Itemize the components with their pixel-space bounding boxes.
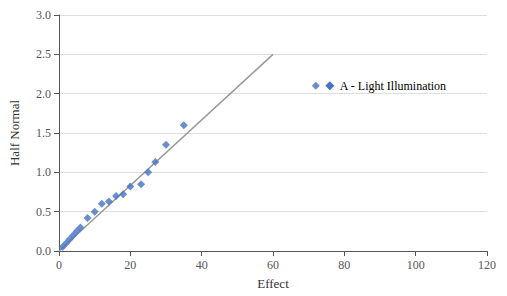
svg-text:40: 40 xyxy=(196,258,208,272)
svg-text:2.5: 2.5 xyxy=(36,47,51,61)
svg-text:2.0: 2.0 xyxy=(36,87,51,101)
svg-text:1.0: 1.0 xyxy=(36,165,51,179)
svg-text:Half Normal: Half Normal xyxy=(7,100,22,166)
svg-text:A - Light Illumination: A - Light Illumination xyxy=(340,79,446,93)
svg-text:0.0: 0.0 xyxy=(36,244,51,258)
svg-text:20: 20 xyxy=(124,258,136,272)
svg-text:120: 120 xyxy=(478,258,496,272)
svg-text:0.5: 0.5 xyxy=(36,205,51,219)
svg-text:3.0: 3.0 xyxy=(36,8,51,22)
svg-text:100: 100 xyxy=(407,258,425,272)
svg-text:0: 0 xyxy=(56,258,62,272)
svg-text:60: 60 xyxy=(267,258,279,272)
svg-text:1.5: 1.5 xyxy=(36,126,51,140)
svg-text:Effect: Effect xyxy=(257,276,289,291)
svg-text:80: 80 xyxy=(338,258,350,272)
